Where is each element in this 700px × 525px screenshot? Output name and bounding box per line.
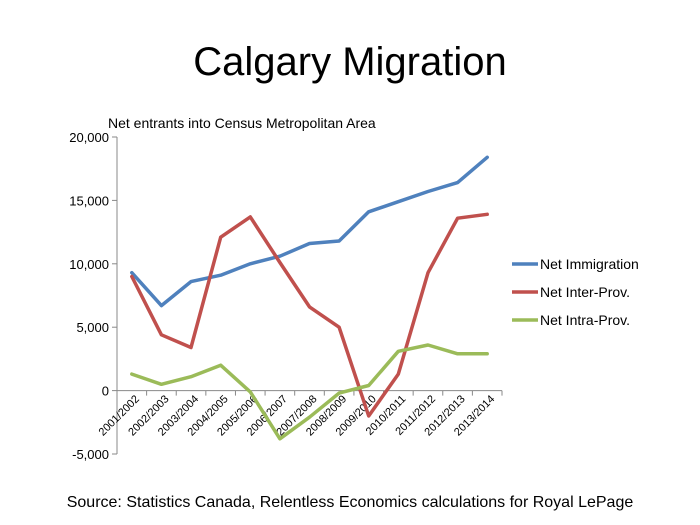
series-line-2 xyxy=(130,212,489,418)
y-tick-label: 20,000 xyxy=(69,130,109,145)
slide-title: Calgary Migration xyxy=(193,40,507,84)
y-tick-label: -5,000 xyxy=(72,447,109,462)
source-note: Source: Statistics Canada, Relentless Ec… xyxy=(66,494,634,511)
chart-axes: -5,00005,00010,00015,00020,0002001/20022… xyxy=(69,130,503,462)
series-line-1 xyxy=(130,155,489,308)
chart-legend: Net Immigration Net Inter-Prov. Net Intra-… xyxy=(512,256,639,328)
chart-subtitle: Net entrants into Census Metropolitan Ar… xyxy=(108,115,376,131)
legend-label: Net Inter-Prov. xyxy=(540,284,630,300)
legend-label: Net Immigration xyxy=(540,256,639,272)
chart-lines xyxy=(130,155,489,441)
y-tick-label: 0 xyxy=(102,384,109,399)
series-line-3 xyxy=(130,343,489,441)
y-tick-label: 15,000 xyxy=(69,193,109,208)
y-tick-label: 5,000 xyxy=(76,320,109,335)
legend-label: Net Intra-Prov. xyxy=(540,312,630,328)
y-tick-label: 10,000 xyxy=(69,257,109,272)
